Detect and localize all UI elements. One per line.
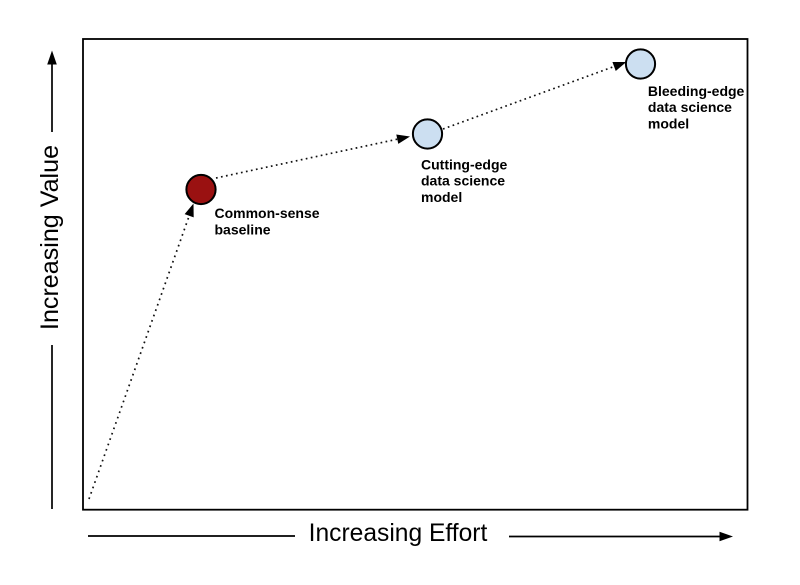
point-common-sense-baseline (185, 173, 217, 206)
connector-b-dotted-line (215, 138, 398, 179)
label-cutting-edge-line3: model (421, 189, 462, 205)
x-axis-label: Increasing Effort (309, 520, 488, 547)
label-cutting-edge-line1: Cutting-edge (421, 156, 508, 172)
x-axis: Increasing Effort (88, 520, 733, 547)
label-cutting-edge-line2: data science (421, 173, 505, 189)
plot-area-border (82, 38, 749, 511)
connector-origin-to-baseline (88, 203, 194, 500)
connector-cutting-to-bleeding-edge (442, 61, 627, 130)
label-common-sense-line1: Common-sense (215, 205, 320, 221)
connector-a-dotted-line (88, 215, 191, 500)
connector-c-arrowhead-icon (612, 61, 627, 71)
connector-a-arrowhead-icon (184, 203, 194, 218)
point-cutting-edge-model (411, 118, 444, 150)
label-bleeding-edge-model: Bleeding-edge data science model (648, 83, 745, 132)
label-cutting-edge-model: Cutting-edge data science model (421, 156, 508, 205)
y-axis-label: Increasing Value (36, 145, 64, 330)
label-bleeding-edge-line1: Bleeding-edge (648, 83, 745, 99)
point-bleeding-edge-model (624, 48, 657, 80)
y-axis-arrowhead-icon (47, 50, 57, 65)
connector-baseline-to-cutting-edge (215, 134, 410, 179)
label-common-sense-baseline: Common-sense baseline (215, 205, 320, 237)
y-axis: Increasing Value (36, 50, 64, 509)
connector-c-dotted-line (442, 65, 615, 130)
connector-b-arrowhead-icon (396, 134, 410, 144)
label-common-sense-line2: baseline (215, 221, 271, 237)
label-bleeding-edge-line2: data science (648, 99, 732, 115)
x-axis-arrowhead-icon (719, 531, 733, 542)
label-bleeding-edge-line3: model (648, 116, 689, 132)
